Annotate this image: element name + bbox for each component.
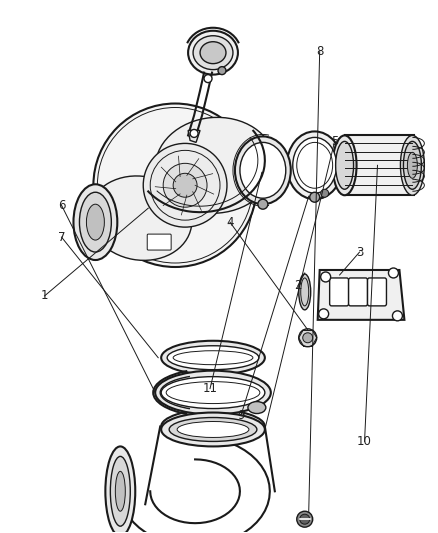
Ellipse shape <box>403 141 421 189</box>
Circle shape <box>392 311 403 321</box>
Ellipse shape <box>79 192 111 252</box>
Ellipse shape <box>188 31 238 75</box>
Ellipse shape <box>407 152 417 178</box>
Ellipse shape <box>169 417 257 441</box>
Ellipse shape <box>332 135 357 195</box>
Ellipse shape <box>106 447 135 533</box>
Text: 4: 4 <box>226 216 234 229</box>
Circle shape <box>190 130 198 138</box>
Circle shape <box>163 163 207 207</box>
Ellipse shape <box>161 377 265 409</box>
Ellipse shape <box>299 274 311 310</box>
Text: 3: 3 <box>356 246 363 259</box>
Ellipse shape <box>115 471 125 511</box>
Circle shape <box>173 173 197 197</box>
Circle shape <box>321 189 328 197</box>
Text: 6: 6 <box>58 199 65 212</box>
Ellipse shape <box>74 184 117 260</box>
Text: 10: 10 <box>357 435 372 448</box>
Ellipse shape <box>248 401 266 414</box>
Ellipse shape <box>155 117 275 213</box>
Text: 11: 11 <box>202 382 218 395</box>
Ellipse shape <box>167 415 259 439</box>
Ellipse shape <box>155 370 271 415</box>
Ellipse shape <box>287 132 343 199</box>
FancyBboxPatch shape <box>330 278 349 306</box>
Circle shape <box>204 75 212 83</box>
Circle shape <box>389 268 399 278</box>
Ellipse shape <box>177 422 249 438</box>
Ellipse shape <box>200 42 226 63</box>
Text: 5: 5 <box>331 135 338 148</box>
Circle shape <box>258 199 268 209</box>
Circle shape <box>218 67 226 75</box>
FancyBboxPatch shape <box>147 234 171 250</box>
Ellipse shape <box>235 136 291 204</box>
Ellipse shape <box>110 456 130 526</box>
Ellipse shape <box>400 135 424 195</box>
Ellipse shape <box>86 204 104 240</box>
Ellipse shape <box>336 141 353 189</box>
Circle shape <box>319 309 328 319</box>
Circle shape <box>93 103 257 267</box>
Polygon shape <box>188 131 200 142</box>
Ellipse shape <box>293 138 337 193</box>
Ellipse shape <box>161 409 265 443</box>
Text: 1: 1 <box>41 289 48 302</box>
Circle shape <box>299 329 317 347</box>
Text: 9: 9 <box>237 409 245 422</box>
Ellipse shape <box>88 176 192 260</box>
FancyBboxPatch shape <box>349 278 367 306</box>
Text: 2: 2 <box>294 279 301 293</box>
Text: 8: 8 <box>316 45 323 58</box>
Circle shape <box>310 192 320 202</box>
Polygon shape <box>318 270 404 320</box>
Polygon shape <box>345 135 414 195</box>
Circle shape <box>297 511 313 527</box>
Ellipse shape <box>167 346 259 370</box>
Circle shape <box>303 333 313 343</box>
FancyBboxPatch shape <box>367 278 386 306</box>
Circle shape <box>300 514 310 524</box>
Ellipse shape <box>161 413 265 447</box>
Ellipse shape <box>240 142 286 198</box>
Ellipse shape <box>161 341 265 375</box>
Ellipse shape <box>193 36 233 70</box>
Circle shape <box>143 143 227 227</box>
Text: 7: 7 <box>58 231 65 244</box>
Circle shape <box>321 272 331 282</box>
